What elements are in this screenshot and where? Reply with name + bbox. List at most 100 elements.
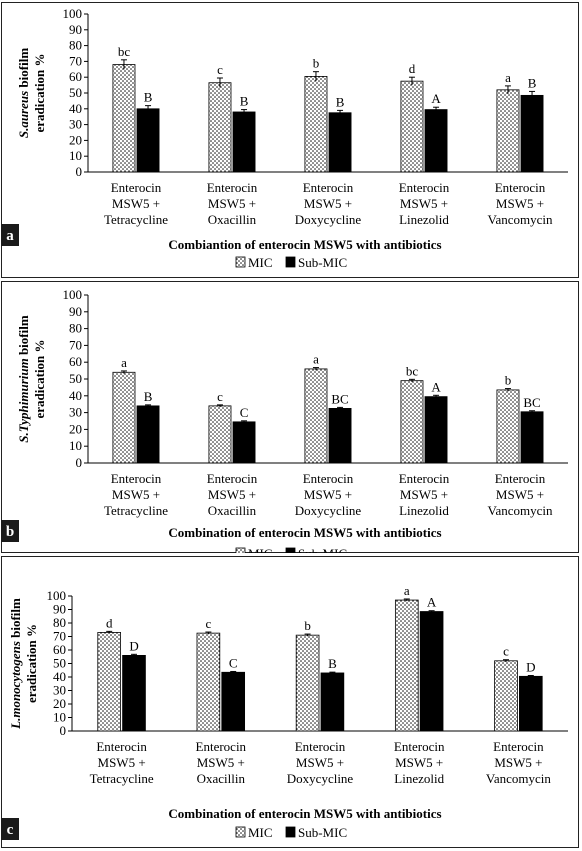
bar-sub-mic [136, 405, 160, 464]
x-tick-label: MSW5 + [395, 755, 443, 770]
legend-label-sub-mic: Sub-MIC [298, 825, 347, 840]
legend-label-sub-mic: Sub-MIC [298, 255, 347, 270]
y-tick-label: 50 [53, 656, 66, 671]
significance-letter-sub-mic: C [240, 405, 249, 420]
y-tick-label: 10 [69, 148, 82, 163]
bar-sub-mic [122, 655, 146, 732]
panel-label: a [6, 228, 14, 244]
y-tick-label: 90 [53, 602, 66, 617]
significance-letter-sub-mic: BC [331, 391, 348, 406]
bar-mic [496, 89, 520, 173]
bar-sub-mic [424, 109, 448, 173]
bar-sub-mic [519, 675, 543, 732]
x-tick-label: Vancomycin [488, 212, 553, 227]
x-tick-label: MSW5 + [400, 487, 448, 502]
y-tick-label: 50 [69, 371, 82, 386]
x-tick-label: Enterocin [96, 739, 147, 754]
bar-sub-mic [328, 408, 352, 464]
y-tick-label: 90 [69, 304, 82, 319]
legend-swatch-sub-mic [285, 826, 296, 838]
x-tick-label: Oxacillin [208, 212, 257, 227]
significance-letter-sub-mic: A [431, 91, 441, 106]
y-tick-label: 40 [69, 388, 82, 403]
y-tick-label: 70 [53, 629, 66, 644]
x-tick-label: MSW5 + [208, 196, 256, 211]
y-axis-label: S.Typhimurium biofilm [16, 315, 31, 443]
x-tick-label: Enterocin [295, 739, 346, 754]
x-tick-label: MSW5 + [112, 487, 160, 502]
bar-sub-mic [136, 108, 160, 173]
x-tick-label: Enterocin [394, 739, 445, 754]
significance-letter-sub-mic: B [144, 90, 153, 105]
significance-letter-mic: a [313, 352, 319, 367]
significance-letter-sub-mic: D [129, 638, 138, 653]
significance-letter-mic: a [121, 355, 127, 370]
x-tick-label: MSW5 + [296, 755, 344, 770]
panel-label: c [7, 822, 14, 838]
bar-mic [394, 599, 419, 732]
y-tick-label: 50 [69, 85, 82, 100]
significance-letter-mic: bc [118, 44, 131, 59]
y-tick-label: 20 [69, 421, 82, 436]
legend-swatch-mic [235, 256, 246, 268]
legend-label-sub-mic: Sub-MIC [298, 546, 347, 553]
x-tick-label: MSW5 + [304, 196, 352, 211]
x-tick-label: Enterocin [111, 471, 162, 486]
bar-mic [208, 405, 232, 464]
y-tick-label: 20 [53, 696, 66, 711]
significance-letter-sub-mic: B [328, 656, 337, 671]
y-tick-label: 60 [53, 642, 66, 657]
significance-letter-sub-mic: B [336, 94, 345, 109]
x-tick-label: MSW5 + [496, 487, 544, 502]
significance-letter-mic: d [409, 61, 416, 76]
x-tick-label: Doxycycline [287, 771, 354, 786]
x-tick-label: Enterocin [303, 471, 354, 486]
bar-mic [112, 64, 136, 173]
y-tick-label: 80 [69, 38, 82, 53]
x-axis-title: Combination of enterocin MSW5 with antib… [168, 525, 441, 540]
x-tick-label: MSW5 + [400, 196, 448, 211]
bar-mic [304, 76, 328, 173]
x-tick-label: Linezolid [399, 503, 449, 518]
x-tick-label: Tetracycline [104, 212, 168, 227]
bar-mic [97, 632, 121, 732]
x-axis-title: Combination of enterocin MSW5 with antib… [168, 806, 441, 821]
y-tick-label: 60 [69, 354, 82, 369]
bar-mic [208, 82, 232, 173]
bar-sub-mic [232, 421, 256, 464]
significance-letter-sub-mic: C [229, 655, 238, 670]
bar-mic [400, 80, 424, 173]
panel-label-box [1, 818, 19, 840]
x-tick-label: Tetracycline [104, 503, 168, 518]
x-tick-label: Vancomycin [488, 503, 553, 518]
x-axis-title: Combiantion of enterocin MSW5 with antib… [168, 237, 441, 252]
bar-mic [304, 368, 328, 464]
legend-swatch-mic [235, 826, 246, 838]
y-axis-label: S.aureus biofilm [16, 48, 31, 138]
x-tick-label: Linezolid [394, 771, 444, 786]
y-tick-label: 70 [69, 53, 82, 68]
x-tick-label: MSW5 + [208, 487, 256, 502]
significance-letter-sub-mic: BC [523, 395, 540, 410]
significance-letter-mic: c [217, 389, 223, 404]
y-tick-label: 40 [69, 101, 82, 116]
legend-label-mic: MIC [248, 825, 273, 840]
significance-letter-sub-mic: B [240, 94, 249, 109]
y-axis-label-line2: eradication % [32, 339, 47, 418]
significance-letter-sub-mic: A [431, 379, 441, 394]
bar-mic [112, 371, 136, 464]
legend-label-mic: MIC [248, 546, 273, 553]
legend-swatch-sub-mic [285, 547, 296, 553]
y-tick-label: 10 [53, 710, 66, 725]
y-tick-label: 0 [76, 455, 83, 470]
y-axis-label-organism: L.monocytogens [8, 641, 23, 730]
x-tick-label: Enterocin [495, 180, 546, 195]
significance-letter-mic: a [505, 70, 511, 85]
x-tick-label: Doxycycline [295, 212, 362, 227]
legend-swatch-sub-mic [285, 256, 296, 268]
panel-a-frame [1, 2, 579, 278]
bar-sub-mic [328, 112, 352, 173]
